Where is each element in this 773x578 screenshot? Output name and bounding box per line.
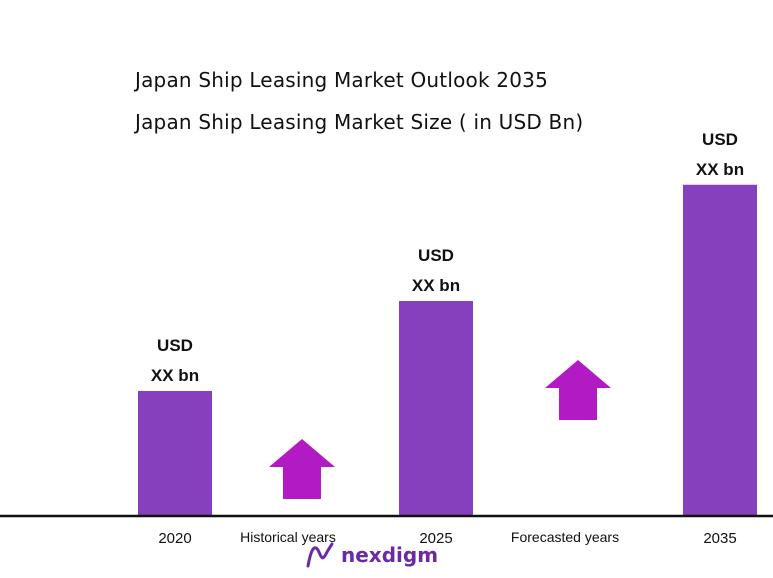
bar-2020 <box>138 391 212 516</box>
nexdigm-logo: nexdigm <box>305 540 438 570</box>
growth-arrow-icon <box>269 439 335 499</box>
data-label-2020: USD <box>157 336 193 355</box>
data-label-2025: XX bn <box>412 276 460 295</box>
chart-title: Japan Ship Leasing Market Outlook 2035 <box>135 68 549 92</box>
category-label-2025: 2025 <box>419 530 452 547</box>
period-label-forecasted: Forecasted years <box>511 529 619 545</box>
data-label-2020: XX bn <box>151 366 199 385</box>
category-label-2035: 2035 <box>703 530 736 547</box>
data-label-2035: XX bn <box>696 160 744 179</box>
chart-subtitle: Japan Ship Leasing Market Size ( in USD … <box>135 110 584 134</box>
bar-2025 <box>399 301 473 516</box>
period-label-historical: Historical years <box>240 529 336 545</box>
data-label-2035: USD <box>702 130 738 149</box>
nexdigm-logo-icon <box>306 542 334 568</box>
bar-2035 <box>683 184 757 516</box>
category-label-2020: 2020 <box>158 530 191 547</box>
growth-arrow-icon <box>545 360 611 420</box>
brand-name: nexdigm <box>341 543 439 567</box>
data-label-2025: USD <box>418 246 454 265</box>
